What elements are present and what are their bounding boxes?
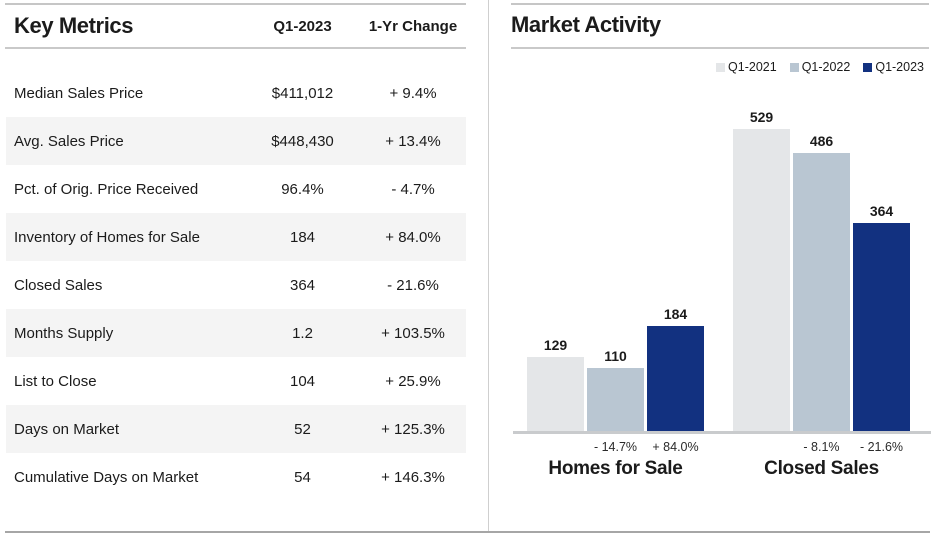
market-activity-panel: Market Activity Q1-2021 Q1-2022 Q1-2023 … (511, 0, 931, 532)
metric-label: Pct. of Orig. Price Received (14, 180, 199, 198)
metric-value: 54 (294, 468, 311, 486)
bar-value-label: 529 (749, 109, 774, 125)
metric-value: 1.2 (292, 324, 313, 342)
table-row: Days on Market 52 + 125.3% (6, 405, 466, 453)
panel-divider (488, 0, 489, 532)
metric-value: 184 (289, 228, 316, 246)
bar (733, 129, 790, 431)
bar-q1-2023: 364 (853, 203, 910, 431)
key-metrics-header: Key Metrics Q1-2023 1-Yr Change (6, 5, 466, 47)
bar (853, 223, 910, 431)
category-label: Homes for Sale (548, 458, 683, 479)
chart-axis-baseline (513, 431, 931, 434)
legend-swatch-q1-2021 (716, 62, 726, 72)
left-header-rule (5, 47, 466, 49)
metric-label: List to Close (14, 372, 97, 390)
legend-item: Q1-2021 (716, 60, 777, 74)
bar-value-label: 129 (543, 337, 568, 353)
change-label (733, 440, 790, 454)
legend-item: Q1-2023 (863, 60, 924, 74)
change-label: + 84.0% (652, 440, 699, 454)
table-row: List to Close 104 + 25.9% (6, 357, 466, 405)
metric-change: + 146.3% (381, 468, 445, 486)
legend-swatch-q1-2022 (789, 62, 799, 72)
bar-q1-2023: 184 (647, 306, 704, 431)
page-bottom-rule (5, 531, 930, 533)
bar (647, 326, 704, 431)
metric-label: Months Supply (14, 324, 114, 342)
bar (527, 357, 584, 431)
bar (793, 153, 850, 431)
table-row: Cumulative Days on Market 54 + 146.3% (6, 453, 466, 501)
metric-value: $411,012 (271, 84, 334, 102)
bar-value-label: 184 (663, 306, 688, 322)
right-top-rule (511, 3, 929, 5)
bar-q1-2022: 486 (793, 133, 850, 431)
key-metrics-rows: Median Sales Price $411,012 + 9.4% Avg. Sal… (6, 69, 466, 501)
legend-label: Q1-2023 (875, 60, 924, 74)
legend-item: Q1-2022 (789, 60, 851, 74)
metric-change: + 84.0% (385, 228, 441, 246)
metric-value: $448,430 (271, 132, 334, 150)
table-row: Months Supply 1.2 + 103.5% (6, 309, 466, 357)
change-labels-row: - 8.1% - 21.6% (733, 440, 910, 454)
table-row: Avg. Sales Price $448,430 + 13.4% (6, 117, 466, 165)
change-label: - 14.7% (593, 440, 638, 454)
legend-label: Q1-2022 (801, 60, 851, 74)
metric-value: 104 (289, 372, 316, 390)
metric-label: Inventory of Homes for Sale (14, 228, 200, 246)
bar-q1-2021: 529 (733, 109, 790, 431)
metric-change: + 103.5% (381, 324, 445, 342)
metric-change: - 21.6% (387, 276, 439, 294)
bar-q1-2021: 129 (527, 337, 584, 431)
metric-value: 96.4% (281, 180, 324, 198)
chart-legend: Q1-2021 Q1-2022 Q1-2023 (716, 60, 924, 74)
metric-change: + 13.4% (385, 132, 441, 150)
legend-label: Q1-2021 (728, 60, 777, 74)
change-label: - 21.6% (859, 440, 904, 454)
metric-value: 52 (294, 420, 311, 438)
key-metrics-title: Key Metrics (14, 13, 134, 38)
metric-change: + 9.4% (389, 84, 437, 102)
bar-value-label: 364 (869, 203, 894, 219)
metric-change: + 125.3% (381, 420, 445, 438)
metric-label: Median Sales Price (14, 84, 144, 102)
bars-container: 529 486 364 (733, 80, 910, 431)
change-label: - 8.1% (803, 440, 840, 454)
right-header-rule (511, 47, 929, 49)
bar-q1-2022: 110 (587, 348, 644, 431)
table-row: Inventory of Homes for Sale 184 + 84.0% (6, 213, 466, 261)
table-row: Closed Sales 364 - 21.6% (6, 261, 466, 309)
bar-value-label: 486 (809, 133, 834, 149)
table-row: Pct. of Orig. Price Received 96.4% - 4.7% (6, 165, 466, 213)
metric-label: Closed Sales (14, 276, 103, 294)
bar-group-homes-for-sale: 129 110 184 - 14.7% + 84.0% Homes for Sale (527, 80, 704, 480)
metric-label: Days on Market (14, 420, 120, 438)
bar-value-label: 110 (604, 348, 627, 364)
metric-label: Avg. Sales Price (14, 132, 124, 150)
column-header-value: Q1-2023 (273, 17, 332, 35)
metric-label: Cumulative Days on Market (14, 468, 199, 486)
left-top-rule (5, 3, 466, 5)
table-row: Median Sales Price $411,012 + 9.4% (6, 69, 466, 117)
metric-change: + 25.9% (385, 372, 441, 390)
legend-swatch-q1-2023 (863, 62, 873, 72)
category-label: Closed Sales (764, 458, 879, 479)
change-labels-row: - 14.7% + 84.0% (527, 440, 704, 454)
metric-change: - 4.7% (391, 180, 435, 198)
column-header-change: 1-Yr Change (368, 17, 458, 35)
bars-container: 129 110 184 (527, 80, 704, 431)
change-label (527, 440, 584, 454)
bar-group-closed-sales: 529 486 364 - 8.1% - 21.6% Closed Sales (733, 80, 910, 480)
metric-value: 364 (289, 276, 316, 294)
bar (587, 368, 644, 431)
market-activity-title: Market Activity (511, 12, 661, 37)
